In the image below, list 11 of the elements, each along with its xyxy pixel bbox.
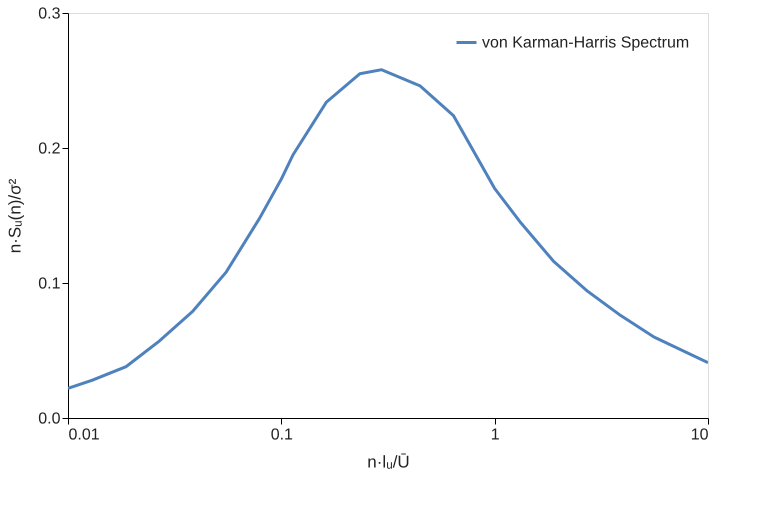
x-tick-label: 1: [490, 426, 500, 444]
y-tick-label: 0.0: [38, 410, 61, 428]
y-tick-label: 0.1: [38, 276, 61, 292]
x-tick-label: 0.1: [270, 426, 294, 444]
y-axis-title: n·Sᵤ(n)/σ²: [5, 178, 24, 254]
x-tick-label: 10: [690, 426, 709, 444]
y-tick-label: 0.2: [38, 140, 61, 158]
legend-label: von Karman-Harris Spectrum: [482, 34, 690, 52]
x-axis-title: n·lᵤ/Ū: [367, 452, 410, 472]
x-tick-label: 0.01: [68, 426, 100, 444]
y-tick-label: 0.3: [38, 6, 61, 22]
